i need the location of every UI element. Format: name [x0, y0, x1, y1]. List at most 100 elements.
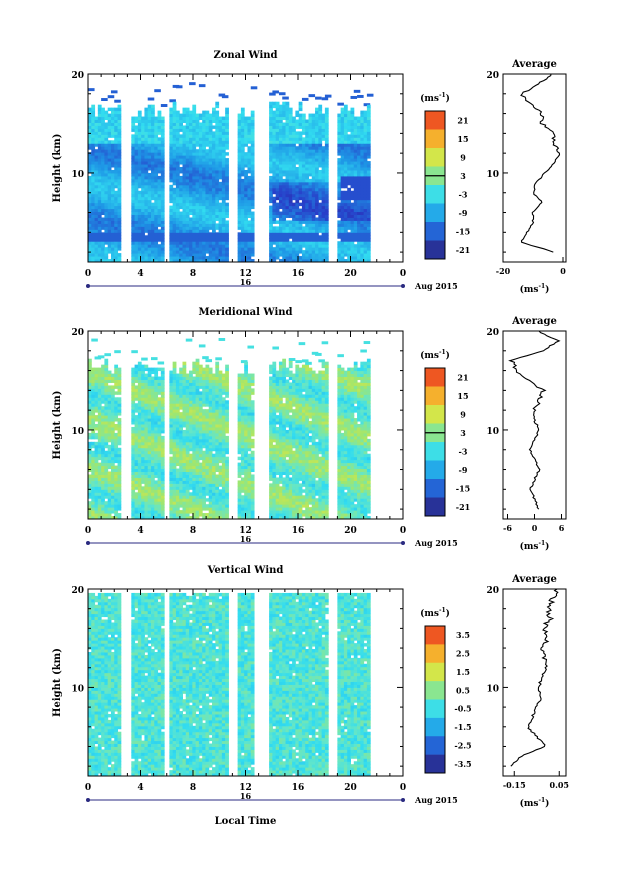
colorbar-tick-label: -9 [459, 208, 468, 218]
average-x-tick-label: -0.15 [503, 780, 526, 790]
x-tick-label: 12 [239, 269, 252, 279]
colorbar-swatch [425, 681, 445, 700]
colorbar-tick-label: 9 [460, 152, 466, 162]
y-axis-label: Height (km) [52, 648, 63, 717]
month-label: Aug 2015 [414, 795, 458, 805]
colorbar-swatch [425, 442, 445, 461]
average-x-tick-label: 6 [559, 523, 565, 533]
average-y-tick-label: 20 [486, 328, 499, 338]
average-y-tick-label: 20 [486, 71, 499, 81]
colorbar-tick-label: 15 [457, 391, 468, 401]
average-panel: Average 20 10 -6 0 6 (ms-1) [486, 316, 567, 552]
x-tick-label: 16 [292, 269, 305, 279]
colorbar-swatch [425, 717, 445, 737]
average-x-tick-label: 0.05 [550, 780, 569, 790]
x-tick-label: 20 [344, 783, 357, 793]
x-tick-label: 0 [85, 526, 91, 536]
colorbar-tick-label: -21 [456, 245, 470, 255]
average-profile-line [520, 73, 561, 253]
colorbar-swatch [425, 699, 445, 719]
x-tick-label: 0 [400, 783, 406, 793]
colorbar-tick-label: 1.5 [456, 667, 470, 677]
average-y-tick-label: 10 [486, 684, 499, 694]
colorbar-tick-label: -1.5 [454, 722, 471, 732]
colorbar-swatch [425, 497, 445, 517]
x-tick-label: 0 [85, 269, 91, 279]
colorbar-unit: (ms-1) [420, 349, 450, 361]
average-x-label: (ms-1) [520, 540, 550, 552]
x-tick-label: 0 [400, 526, 406, 536]
x-tick-label: 8 [190, 783, 196, 793]
average-x-tick-label: -6 [503, 523, 512, 533]
colorbar-swatch [425, 662, 445, 682]
colorbar-swatch [425, 148, 445, 167]
date-label: 16 [240, 791, 252, 801]
y-tick-label: 20 [71, 586, 84, 596]
colorbar-tick-label: -2.5 [454, 740, 471, 750]
colorbar-tick-label: -3.5 [454, 759, 471, 769]
colorbar: 21 15 9 3 -3 -9 -15 -21 (ms-1) [420, 349, 470, 517]
colorbar-tick-label: 3 [460, 171, 466, 181]
y-tick-label: 20 [71, 71, 84, 81]
colorbar-tick-label: 15 [457, 134, 468, 144]
average-panel: Average 20 10 -20 0 (ms-1) [486, 59, 567, 295]
average-x-tick-label: -20 [496, 266, 511, 276]
colorbar-swatch [425, 754, 445, 774]
average-y-tick-label: 10 [486, 427, 499, 437]
month-label: Aug 2015 [414, 538, 458, 548]
colorbar-tick-label: -3 [459, 446, 468, 456]
y-tick-label: 10 [71, 684, 84, 694]
colorbar-swatch [425, 185, 445, 204]
y-axis-label: Height (km) [52, 134, 63, 203]
average-x-tick-label: 0 [560, 266, 566, 276]
panel-title: Meridional Wind [198, 307, 292, 318]
colorbar-swatch [425, 368, 445, 387]
average-x-label: (ms-1) [520, 797, 550, 809]
colorbar-swatch [425, 203, 445, 223]
colorbar-tick-label: -0.5 [454, 704, 471, 714]
panel-title: Vertical Wind [207, 565, 284, 576]
colorbar: 3.5 2.5 1.5 0.5 -0.5 -1.5 -2.5 -3.5 (ms-1) [420, 607, 472, 774]
average-profile-line [508, 330, 561, 510]
colorbar-tick-label: 0.5 [456, 685, 470, 695]
colorbar-swatch [425, 405, 445, 424]
colorbar-swatch [425, 386, 445, 406]
x-tick-label: 0 [85, 783, 91, 793]
x-tick-label: 20 [344, 269, 357, 279]
date-label: 16 [240, 277, 252, 287]
heatmap [88, 592, 371, 777]
x-tick-label: 0 [400, 269, 406, 279]
y-axis-label: Height (km) [52, 391, 63, 460]
average-title: Average [511, 574, 557, 585]
colorbar-tick-label: 2.5 [456, 649, 470, 659]
x-tick-label: 16 [292, 783, 305, 793]
x-tick-label: 12 [239, 526, 252, 536]
x-tick-label: 8 [190, 269, 196, 279]
colorbar-swatch [425, 626, 445, 645]
colorbar-swatch [425, 736, 445, 755]
colorbar-tick-label: -15 [456, 483, 470, 493]
x-axis-label: Local Time [215, 816, 277, 827]
average-title: Average [511, 59, 557, 70]
y-tick-label: 10 [71, 170, 84, 180]
colorbar-swatch [425, 479, 445, 498]
average-frame [502, 330, 567, 520]
colorbar-tick-label: 3.5 [456, 630, 470, 640]
colorbar: 21 15 9 3 -3 -9 -15 -21 (ms-1) [420, 92, 470, 260]
average-profile-line [510, 588, 559, 767]
average-panel: Average 20 10 -0.15 0.05(ms-1) [486, 574, 569, 809]
average-x-tick-label: 0 [532, 523, 538, 533]
date-label: 16 [240, 534, 252, 544]
x-tick-label: 4 [137, 783, 143, 793]
colorbar-tick-label: 9 [460, 409, 466, 419]
colorbar-tick-label: -9 [459, 465, 468, 475]
average-y-tick-label: 20 [486, 586, 499, 596]
average-title: Average [511, 316, 557, 327]
colorbar-tick-label: -3 [459, 189, 468, 199]
colorbar-tick-label: 21 [457, 372, 468, 382]
heatmap [88, 337, 371, 520]
colorbar-unit: (ms-1) [420, 92, 450, 104]
